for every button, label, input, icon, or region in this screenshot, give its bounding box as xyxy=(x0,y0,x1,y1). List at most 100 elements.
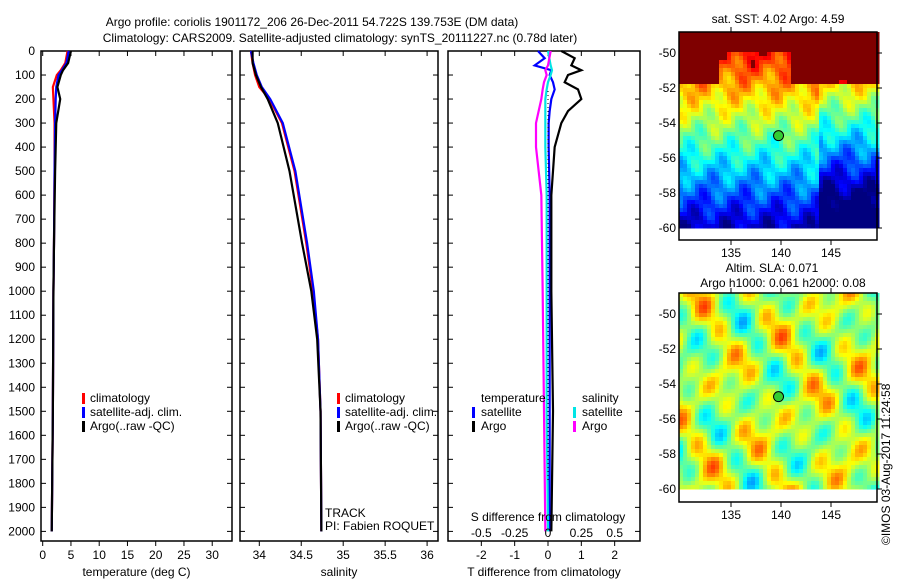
heatmap-cell xyxy=(767,56,772,61)
heatmap-cell xyxy=(867,152,872,157)
heatmap-cell xyxy=(755,60,760,65)
heatmap-cell xyxy=(743,469,748,474)
heatmap-cell xyxy=(751,461,756,466)
heatmap-cell xyxy=(859,56,864,61)
heatmap-cell xyxy=(771,76,776,81)
heatmap-cell xyxy=(719,465,724,470)
heatmap-cell xyxy=(751,297,756,302)
y-tick-label: 1200 xyxy=(8,332,35,346)
heatmap-cell xyxy=(719,441,724,446)
heatmap-cell xyxy=(819,224,824,229)
heatmap-cell xyxy=(831,148,836,153)
heatmap-cell xyxy=(807,369,812,374)
heatmap-cell xyxy=(787,36,792,41)
heatmap-cell xyxy=(711,52,716,57)
heatmap-cell xyxy=(763,361,768,366)
heatmap-cell xyxy=(791,80,796,85)
heatmap-cell xyxy=(731,88,736,93)
heatmap-cell xyxy=(863,180,868,185)
heatmap-cell xyxy=(743,224,748,229)
heatmap-cell xyxy=(691,417,696,422)
heatmap-cell xyxy=(775,337,780,342)
heatmap-cell xyxy=(687,429,692,434)
heatmap-cell xyxy=(783,100,788,105)
heatmap-cell xyxy=(807,385,812,390)
heatmap-cell xyxy=(851,373,856,378)
heatmap-cell xyxy=(767,144,772,149)
heatmap-cell xyxy=(719,96,724,101)
heatmap-cell xyxy=(811,228,816,229)
heatmap-cell xyxy=(863,44,868,49)
heatmap-cell xyxy=(803,441,808,446)
heatmap-cell xyxy=(699,192,704,197)
heatmap-cell xyxy=(799,385,804,390)
heatmap-cell xyxy=(771,305,776,310)
heatmap-cell xyxy=(763,36,768,41)
heatmap-cell xyxy=(719,92,724,97)
heatmap-cell xyxy=(843,56,848,61)
heatmap-cell xyxy=(783,184,788,189)
heatmap-cell xyxy=(763,457,768,462)
heatmap-cell xyxy=(795,373,800,378)
heatmap-cell xyxy=(707,369,712,374)
heatmap-cell xyxy=(743,184,748,189)
heatmap-cell xyxy=(803,329,808,334)
heatmap-cell xyxy=(775,100,780,105)
heatmap-cell xyxy=(803,100,808,105)
heatmap-cell xyxy=(715,148,720,153)
heatmap-cell xyxy=(719,393,724,398)
heatmap-cell xyxy=(715,132,720,137)
heatmap-cell xyxy=(783,465,788,470)
heatmap-cell xyxy=(735,377,740,382)
heatmap-cell xyxy=(863,397,868,402)
heatmap-cell xyxy=(751,200,756,205)
heatmap-cell xyxy=(747,397,752,402)
heatmap-cell xyxy=(743,152,748,157)
heatmap-cell xyxy=(715,208,720,213)
heatmap-cell xyxy=(851,172,856,177)
heatmap-cell xyxy=(735,313,740,318)
heatmap-cell xyxy=(743,341,748,346)
heatmap-cell xyxy=(731,349,736,354)
heatmap-cell xyxy=(759,361,764,366)
heatmap-cell xyxy=(871,433,876,438)
heatmap-cell xyxy=(703,329,708,334)
heatmap-cell xyxy=(747,184,752,189)
heatmap-cell xyxy=(831,188,836,193)
heatmap-cell xyxy=(691,421,696,426)
heatmap-cell xyxy=(791,353,796,358)
heatmap-cell xyxy=(775,465,780,470)
heatmap-cell xyxy=(855,397,860,402)
heatmap-cell xyxy=(803,353,808,358)
heatmap-cell xyxy=(695,413,700,418)
heatmap-cell xyxy=(867,212,872,217)
heatmap-cell xyxy=(715,76,720,81)
heatmap-cell xyxy=(835,329,840,334)
heatmap-cell xyxy=(695,200,700,205)
heatmap-cell xyxy=(855,168,860,173)
heatmap-cell xyxy=(739,345,744,350)
heatmap-cell xyxy=(847,44,852,49)
heatmap-cell xyxy=(787,72,792,77)
heatmap-cell xyxy=(755,180,760,185)
heatmap-cell xyxy=(751,64,756,69)
heatmap-cell xyxy=(727,381,732,386)
heatmap-cell xyxy=(783,36,788,41)
heatmap-cell xyxy=(727,317,732,322)
heatmap-cell xyxy=(831,425,836,430)
heatmap-cell xyxy=(691,112,696,117)
heatmap-cell xyxy=(799,345,804,350)
heatmap-cell xyxy=(683,337,688,342)
heatmap-cell xyxy=(727,152,732,157)
heatmap-cell xyxy=(739,120,744,125)
heatmap-cell xyxy=(719,421,724,426)
heatmap-cell xyxy=(775,349,780,354)
heatmap-cell xyxy=(803,413,808,418)
heatmap-cell xyxy=(827,92,832,97)
heatmap-cell xyxy=(755,373,760,378)
heatmap-cell xyxy=(799,96,804,101)
heatmap-cell xyxy=(831,84,836,89)
heatmap-cell xyxy=(827,321,832,326)
heatmap-cell xyxy=(855,116,860,121)
heatmap-cell xyxy=(723,401,728,406)
